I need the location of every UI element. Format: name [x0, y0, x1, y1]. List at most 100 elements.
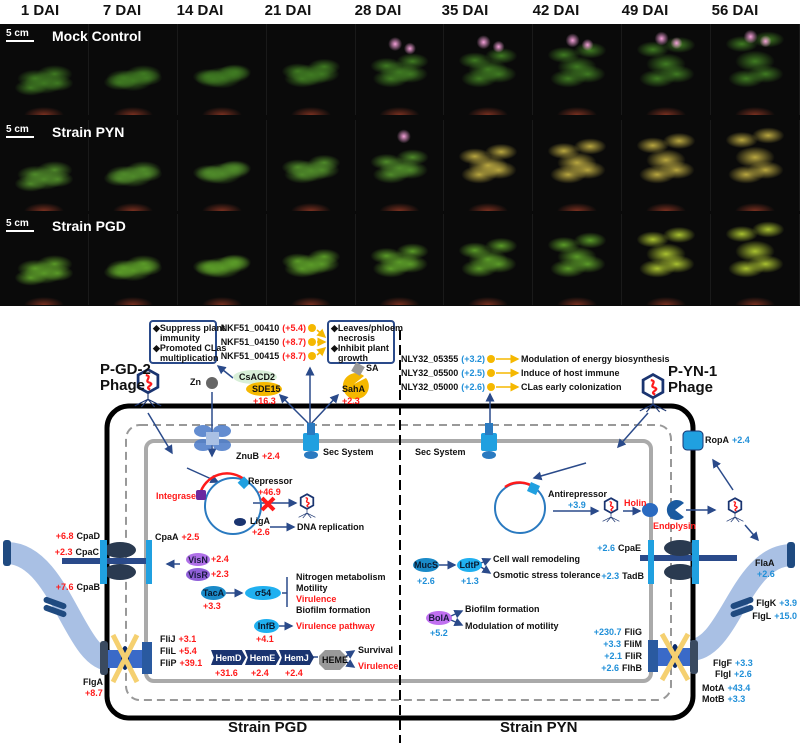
box-item: ◆Leaves/phloem	[331, 323, 403, 333]
fold-change: (+2.5)	[461, 368, 485, 378]
box-item-wrap: ◆Leaves/phloem	[331, 323, 403, 333]
znub-label: ZnuB	[236, 451, 259, 461]
phage-label-wrap: Phage	[668, 380, 713, 396]
survival-label-wrap: Survival	[358, 645, 393, 655]
flil-label: FliL	[160, 646, 176, 656]
liga-label: LigA	[250, 516, 270, 526]
sigma-target-wrap: Motility	[296, 583, 328, 593]
ropa-label: RopA	[705, 435, 729, 445]
fold-change: +3.3	[735, 658, 753, 668]
strain-pyn-title-wrap: Strain PYN	[500, 720, 578, 736]
endolysin-label-wrap: Endolysin	[653, 521, 696, 531]
fold-change: (+8.7)	[282, 337, 306, 347]
fold-change: +3.3	[603, 639, 621, 649]
visn-node: VisN	[186, 553, 210, 566]
taca-node: TacA	[201, 586, 226, 600]
phage-icon	[639, 373, 667, 413]
fold-change: +2.4	[251, 668, 269, 678]
fold-change: +3.9	[779, 598, 797, 608]
phage-icon	[134, 368, 162, 408]
row-title-pgd: Strain PGD	[52, 218, 126, 234]
flij-label: FliJ	[160, 634, 176, 644]
liga-label-wrap: LigA	[250, 516, 270, 526]
mota-label-group: MotA +43.4	[702, 683, 750, 693]
flgl-label: FlgL	[752, 611, 772, 621]
holin-label: Holin	[624, 498, 647, 508]
flgi-label: FlgI	[715, 669, 731, 679]
bola-node: BolA	[426, 611, 452, 625]
sigma-target: Virulence	[296, 594, 337, 604]
plant-photo	[88, 120, 178, 211]
fold-change-wrap: +3.3	[203, 601, 221, 611]
plant-photo	[711, 214, 800, 305]
strain-pgd-title: Strain PGD	[228, 719, 308, 736]
znub-label-group: ZnuB +2.4	[236, 451, 280, 461]
motb-label: MotB	[702, 694, 725, 704]
effector-gene-group: NKF51_00415 (+8.7)	[221, 351, 306, 361]
plant-photo	[444, 120, 534, 211]
flim-label: FliM	[624, 639, 642, 649]
plant-photo	[88, 24, 178, 115]
fold-change: +7.6	[55, 582, 74, 592]
survival-label: Survival	[358, 645, 394, 655]
fold-change-wrap: +2.3	[211, 569, 229, 579]
effector-gene: NLY32_05500	[401, 368, 459, 378]
fold-change: +2.6	[252, 527, 270, 537]
plant-photo	[711, 120, 800, 211]
plant-photo	[0, 214, 89, 305]
phage-icon	[602, 497, 620, 523]
plant-photo	[533, 24, 623, 115]
photo-row-mock	[0, 24, 800, 115]
fold-change: +4.1	[256, 634, 274, 644]
csacd2-label: CsACD2	[239, 372, 276, 382]
repressor-label-wrap: Repressor	[248, 476, 293, 486]
fold-change: +16.3	[253, 396, 276, 406]
fold-change: +15.0	[774, 611, 797, 621]
ropa-label-group: RopA +2.4	[705, 435, 750, 445]
fold-change: +2.3	[342, 396, 360, 406]
fold-change: +2.5	[181, 532, 200, 542]
effector-gene: NKF51_00410	[220, 323, 280, 333]
cpaa-label: CpaA	[155, 532, 179, 542]
integrase-label-wrap: Integrase	[156, 491, 196, 501]
plant-photo	[355, 214, 445, 305]
fold-change-wrap: +2.6	[252, 527, 270, 537]
fold-change: +2.6	[417, 576, 435, 586]
integrase-label: Integrase	[156, 491, 197, 501]
fold-change-wrap: +16.3	[253, 396, 276, 406]
bola-target: Biofilm formation	[465, 604, 540, 614]
hemj-node: HemJ	[279, 650, 314, 665]
scale-bar: 5 cm	[6, 28, 34, 42]
sigma-target-wrap: Virulence	[296, 594, 336, 604]
heme-label-wrap: HEME	[322, 655, 348, 665]
ldtp-node: LdtP	[457, 558, 482, 572]
dna-replication-label: DNA replication	[297, 522, 365, 532]
row-title-mock: Mock Control	[52, 28, 142, 44]
flga-label: FlgA	[83, 677, 103, 687]
box-item-wrap: growth	[338, 353, 368, 363]
motb-label-group: MotB +3.3	[702, 694, 745, 704]
fold-change-wrap: +8.7	[85, 688, 103, 698]
fold-change-wrap: +2.6	[757, 569, 775, 579]
day-label: 56 DAI	[711, 2, 759, 19]
holin-label-wrap: Holin	[624, 498, 647, 508]
box-item-wrap: ◆Suppress plant	[153, 323, 225, 333]
fold-change-wrap: +4.1	[256, 634, 274, 644]
cpad-label: CpaD	[76, 531, 100, 541]
plant-photo	[177, 120, 267, 211]
flip-label-group: FliP +39.1	[160, 658, 202, 668]
plant-photo	[355, 24, 445, 115]
fold-change: +2.3	[54, 547, 73, 557]
box-item-wrap: immunity	[160, 333, 200, 343]
fold-change: +31.6	[215, 668, 238, 678]
fold-change: (+2.6)	[461, 382, 485, 392]
fold-change-wrap: +2.6	[417, 576, 435, 586]
virulence-label-wrap: Virulence	[358, 661, 398, 671]
flij-label-group: FliJ +3.1	[160, 634, 196, 644]
cpaa-label-group: CpaA +2.5	[155, 532, 199, 542]
plant-photo	[533, 120, 623, 211]
phage-label: Phage	[100, 377, 146, 394]
ldtp-target-wrap: Osmotic stress tolerance	[493, 570, 601, 580]
plant-photo	[355, 120, 445, 211]
